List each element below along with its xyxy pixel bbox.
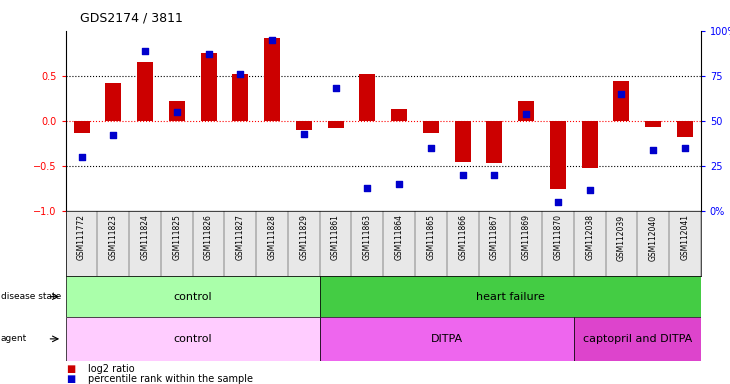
Text: GSM111865: GSM111865 <box>426 214 435 260</box>
Text: captopril and DITPA: captopril and DITPA <box>583 334 692 344</box>
Bar <box>105 83 121 121</box>
Text: GSM111824: GSM111824 <box>141 214 150 260</box>
Bar <box>455 121 471 162</box>
Bar <box>137 62 153 121</box>
Bar <box>574 317 701 361</box>
Text: GDS2174 / 3811: GDS2174 / 3811 <box>80 12 183 25</box>
Text: GSM111867: GSM111867 <box>490 214 499 260</box>
Bar <box>645 121 661 127</box>
Bar <box>677 121 693 137</box>
Point <box>234 71 246 77</box>
Bar <box>423 121 439 133</box>
Bar <box>613 81 629 121</box>
Text: GSM111870: GSM111870 <box>553 214 562 260</box>
Text: GSM111828: GSM111828 <box>268 214 277 260</box>
Bar <box>518 101 534 121</box>
Point <box>488 172 500 178</box>
Point <box>139 48 151 54</box>
Text: ■: ■ <box>66 374 75 384</box>
Text: GSM112038: GSM112038 <box>585 214 594 260</box>
Bar <box>201 53 217 121</box>
Text: GSM111772: GSM111772 <box>77 214 86 260</box>
Point <box>584 187 596 193</box>
Text: log2 ratio: log2 ratio <box>88 364 134 374</box>
Text: GSM111827: GSM111827 <box>236 214 245 260</box>
Text: GSM111823: GSM111823 <box>109 214 118 260</box>
Point <box>266 36 278 43</box>
Bar <box>328 121 344 128</box>
Point <box>76 154 88 160</box>
Bar <box>550 121 566 189</box>
Bar <box>486 121 502 163</box>
Text: GSM111864: GSM111864 <box>395 214 404 260</box>
Text: GSM111861: GSM111861 <box>331 214 340 260</box>
Point <box>520 111 532 117</box>
Point <box>393 181 405 187</box>
Text: control: control <box>174 291 212 302</box>
Text: GSM111826: GSM111826 <box>204 214 213 260</box>
Bar <box>66 317 320 361</box>
Bar <box>264 38 280 121</box>
Bar <box>169 101 185 121</box>
Bar <box>66 276 320 317</box>
Bar <box>74 121 90 133</box>
Bar <box>320 276 701 317</box>
Point <box>361 185 373 191</box>
Text: DITPA: DITPA <box>431 334 463 344</box>
Text: GSM112039: GSM112039 <box>617 214 626 261</box>
Point <box>171 109 182 115</box>
Point <box>457 172 469 178</box>
Text: GSM111869: GSM111869 <box>522 214 531 260</box>
Bar <box>582 121 598 168</box>
Text: GSM111829: GSM111829 <box>299 214 308 260</box>
Text: agent: agent <box>1 334 27 343</box>
Text: GSM111863: GSM111863 <box>363 214 372 260</box>
Point <box>648 147 659 153</box>
Text: GSM112040: GSM112040 <box>649 214 658 261</box>
Point <box>679 145 691 151</box>
Text: ■: ■ <box>66 364 75 374</box>
Text: disease state: disease state <box>1 292 61 301</box>
Bar <box>232 74 248 121</box>
Text: control: control <box>174 334 212 344</box>
Text: GSM111825: GSM111825 <box>172 214 181 260</box>
Text: percentile rank within the sample: percentile rank within the sample <box>88 374 253 384</box>
Point <box>107 132 119 139</box>
Point <box>552 199 564 205</box>
Text: GSM111866: GSM111866 <box>458 214 467 260</box>
Text: GSM112041: GSM112041 <box>680 214 689 260</box>
Point <box>203 51 215 57</box>
Bar <box>320 317 574 361</box>
Bar <box>391 109 407 121</box>
Point <box>615 91 627 97</box>
Bar <box>359 74 375 121</box>
Point <box>298 131 310 137</box>
Point <box>330 85 342 91</box>
Text: heart failure: heart failure <box>476 291 545 302</box>
Bar <box>296 121 312 130</box>
Point <box>425 145 437 151</box>
